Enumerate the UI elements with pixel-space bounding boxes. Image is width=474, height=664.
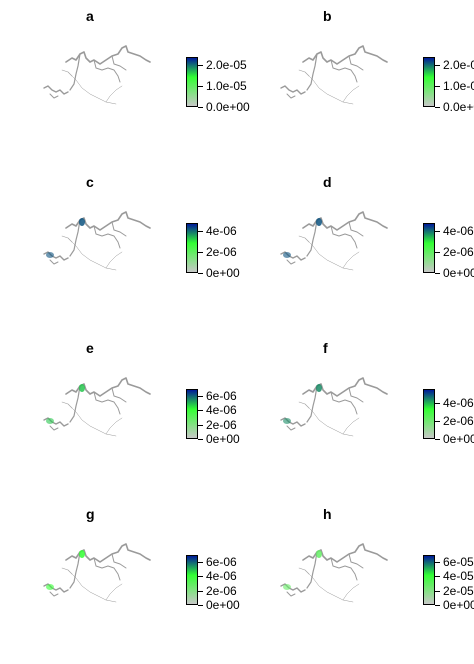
colorbar-tick-mark	[435, 420, 440, 422]
colorbar-tick-mark	[435, 605, 440, 606]
colorbar-tick-label: 4e-06	[206, 403, 237, 418]
colorbar-tick-label: 0.0e+00	[443, 100, 474, 114]
colorbar-tick-mark	[435, 562, 440, 564]
panel-f: f 0e+00 2e-06 4e-06	[237, 332, 474, 498]
hotspot-mark	[316, 550, 322, 558]
hotspot-mark	[316, 384, 322, 392]
hotspot-mark	[79, 550, 85, 558]
colorbar-tick-label: 0e+00	[206, 432, 240, 446]
river-network-map-icon	[280, 45, 388, 105]
hotspot-mark	[46, 584, 54, 590]
panel-label: a	[86, 8, 94, 24]
colorbar-tick-mark	[198, 107, 203, 108]
panel-label: e	[86, 340, 94, 356]
colorbar-tick-label: 2.0e-05	[443, 58, 474, 73]
colorbar-tick-label: 4e-05	[443, 569, 474, 584]
panel-label: c	[86, 174, 94, 190]
hotspot-mark	[46, 252, 54, 258]
colorbar-tick-mark	[198, 562, 203, 564]
colorbar-tick-mark	[198, 273, 203, 274]
colorbar-tick-label: 2e-06	[206, 417, 237, 432]
colorbar	[423, 223, 435, 273]
colorbar-tick-mark	[435, 86, 440, 88]
colorbar-tick-label: 4e-06	[443, 224, 474, 239]
colorbar-tick-mark	[435, 402, 440, 404]
colorbar-tick-label: 2e-06	[206, 583, 237, 598]
colorbar-tick-mark	[198, 605, 203, 606]
colorbar-tick-label: 2e-06	[206, 245, 237, 260]
hotspot-mark	[46, 418, 54, 424]
colorbar	[423, 389, 435, 439]
colorbar-tick-label: 0e+00	[206, 266, 240, 280]
colorbar-tick-mark	[435, 107, 440, 108]
hotspot-mark	[79, 218, 85, 226]
colorbar-tick-mark	[198, 231, 203, 233]
colorbar	[186, 223, 198, 273]
colorbar-tick-label: 4e-06	[206, 224, 237, 239]
colorbar	[423, 57, 435, 107]
colorbar-tick-mark	[198, 252, 203, 254]
colorbar-tick-label: 4e-06	[206, 569, 237, 584]
colorbar	[186, 389, 198, 439]
colorbar-tick-label: 6e-06	[206, 555, 237, 570]
panel-label: d	[323, 174, 332, 190]
panel-e: e 0e+00 2e-06 4e-06 6e-06	[0, 332, 240, 498]
colorbar-tick-label: 2e-06	[443, 413, 474, 428]
colorbar	[186, 555, 198, 605]
colorbar-tick-mark	[198, 410, 203, 412]
colorbar-tick-mark	[198, 424, 203, 426]
colorbar-tick-label: 2e-06	[443, 245, 474, 260]
colorbar-tick-label: 0e+00	[206, 598, 240, 612]
colorbar-tick-mark	[198, 86, 203, 88]
colorbar-tick-label: 1.0e-05	[443, 79, 474, 94]
panel-b: b 0.0e+00 1.0e-05 2.0e-05	[237, 0, 474, 166]
colorbar-tick-mark	[435, 590, 440, 592]
colorbar-tick-label: 0e+00	[443, 432, 474, 446]
hotspot-mark	[283, 584, 291, 590]
hotspot-mark	[79, 384, 85, 392]
colorbar-tick-mark	[435, 231, 440, 233]
panel-h: h 0e+00 2e-05 4e-05 6e-05	[237, 498, 474, 664]
colorbar-tick-mark	[198, 65, 203, 67]
colorbar-tick-label: 0e+00	[443, 598, 474, 612]
colorbar-tick-label: 6e-05	[443, 555, 474, 570]
panel-label: g	[86, 506, 95, 522]
river-network-map-icon	[43, 377, 151, 437]
colorbar	[423, 555, 435, 605]
hotspot-mark	[283, 418, 291, 424]
colorbar-tick-label: 1.0e-05	[206, 79, 247, 94]
river-network-map-icon	[280, 211, 388, 271]
panel-d: d 0e+00 2e-06 4e-06	[237, 166, 474, 332]
panel-label: h	[323, 506, 332, 522]
hotspot-mark	[316, 218, 322, 226]
river-network-map-icon	[280, 377, 388, 437]
colorbar-tick-mark	[435, 252, 440, 254]
colorbar-tick-label: 0.0e+00	[206, 100, 250, 114]
colorbar-tick-mark	[198, 396, 203, 398]
colorbar-tick-label: 0e+00	[443, 266, 474, 280]
panel-a: a 0.0e+00 1.0e-05 2.0e-05	[0, 0, 250, 166]
colorbar-tick-mark	[198, 590, 203, 592]
river-network-map-icon	[43, 45, 151, 105]
panel-label: b	[323, 8, 332, 24]
colorbar-tick-mark	[435, 65, 440, 67]
panel-g: g 0e+00 2e-06 4e-06 6e-06	[0, 498, 240, 664]
panel-c: c 0e+00 2e-06 4e-06	[0, 166, 240, 332]
panel-label: f	[323, 340, 328, 356]
colorbar-tick-label: 4e-06	[443, 395, 474, 410]
colorbar-tick-label: 2.0e-05	[206, 58, 247, 73]
hotspot-mark	[283, 252, 291, 258]
colorbar-tick-mark	[435, 273, 440, 274]
river-network-map-icon	[43, 543, 151, 603]
colorbar-tick-mark	[435, 576, 440, 578]
colorbar	[186, 57, 198, 107]
colorbar-tick-label: 6e-06	[206, 389, 237, 404]
colorbar-tick-label: 2e-05	[443, 583, 474, 598]
colorbar-tick-mark	[435, 439, 440, 440]
colorbar-tick-mark	[198, 439, 203, 440]
river-network-map-icon	[43, 211, 151, 271]
colorbar-tick-mark	[198, 576, 203, 578]
river-network-map-icon	[280, 543, 388, 603]
